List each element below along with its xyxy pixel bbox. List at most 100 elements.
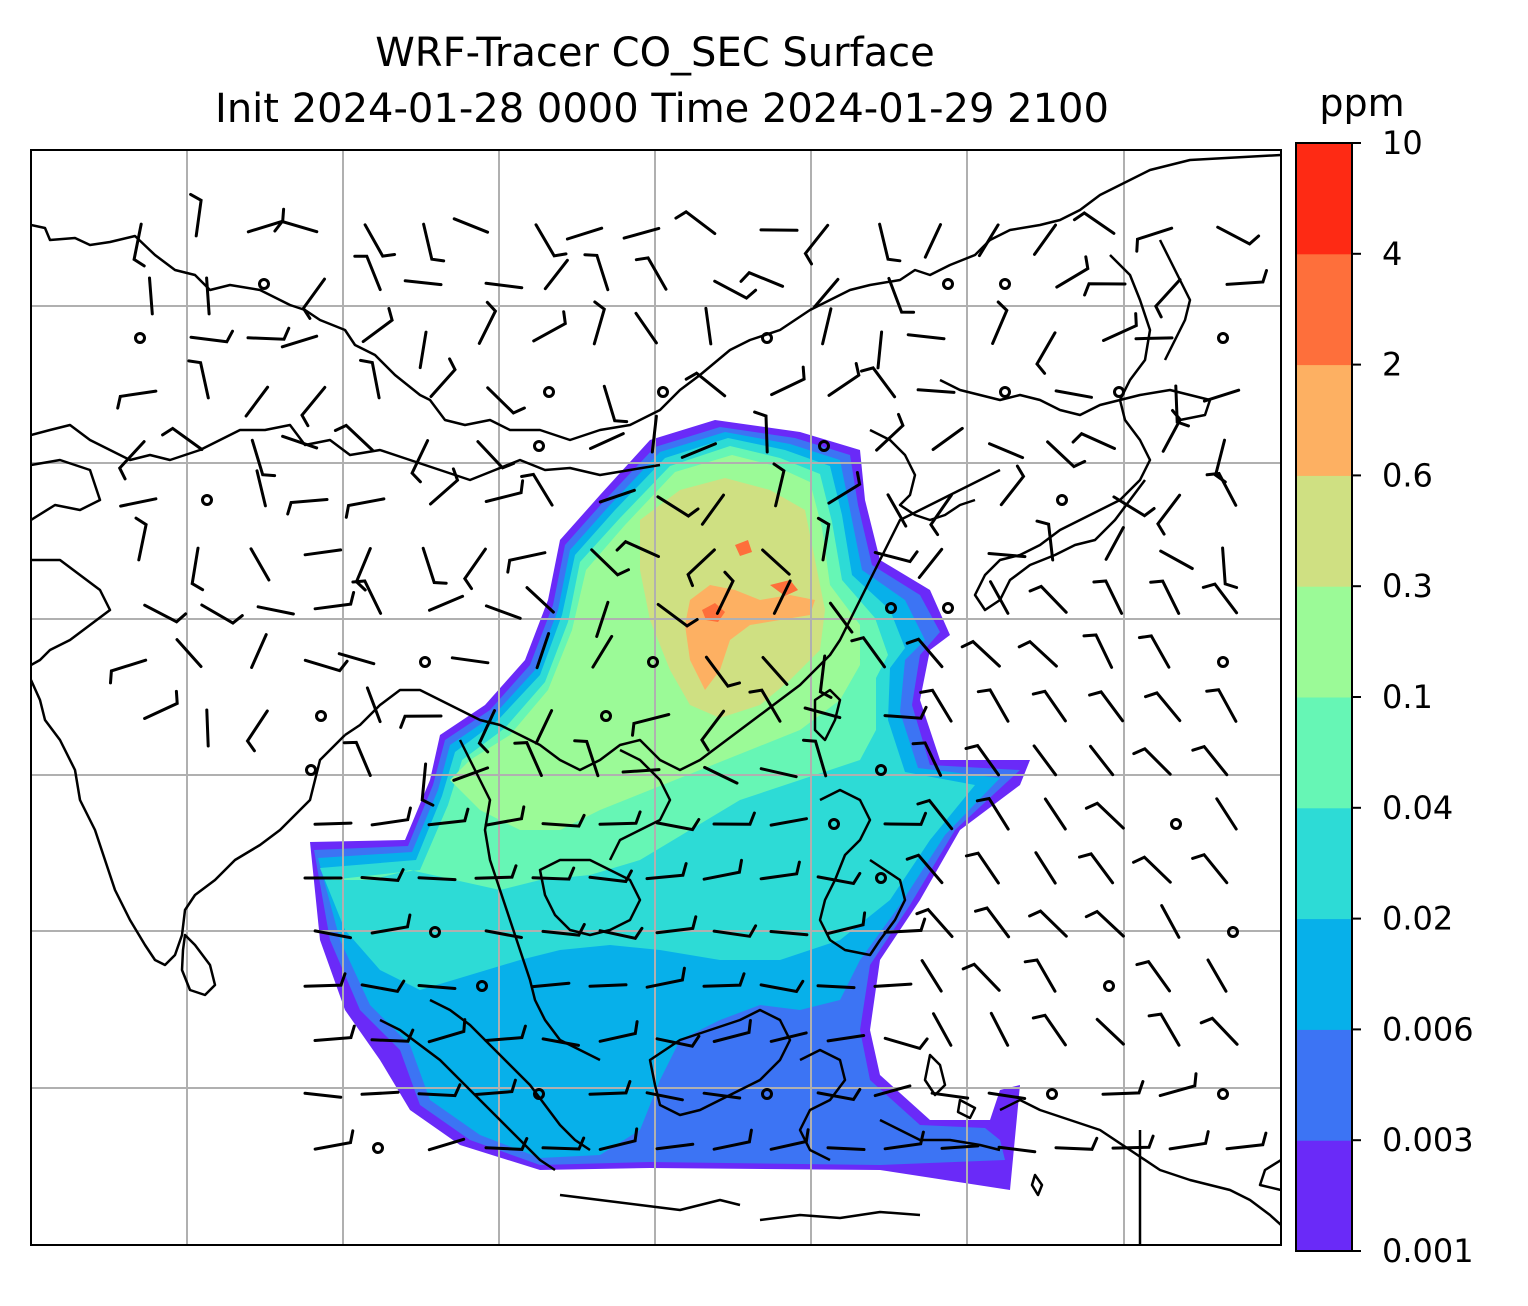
wind-barb xyxy=(769,1031,808,1043)
wind-barb xyxy=(761,656,789,686)
wind-barb xyxy=(477,300,498,345)
wind-barb xyxy=(826,911,867,935)
wind-barb xyxy=(351,579,383,615)
wind-barb xyxy=(532,310,567,343)
wind-barb xyxy=(531,981,571,989)
wind-barb xyxy=(417,984,457,990)
wind-barb xyxy=(826,1146,866,1151)
wind-barb xyxy=(1089,744,1115,777)
wind-barb xyxy=(772,579,792,615)
wind-barb xyxy=(143,603,188,624)
calm-wind-marker xyxy=(1103,980,1115,992)
wind-barb xyxy=(960,639,1001,668)
wind-barb xyxy=(360,979,406,993)
wind-barb xyxy=(703,765,739,785)
wind-barb xyxy=(588,869,633,884)
colorbar-ticks: 0.001 0.003 0.006 0.02 0.04 0.1 0.3 0.6 2 4 10 xyxy=(1352,124,1474,1270)
calm-wind-marker xyxy=(201,494,213,506)
wind-barb xyxy=(531,866,576,881)
calm-wind-marker xyxy=(1227,926,1239,938)
wind-barb xyxy=(245,709,269,753)
wind-barb xyxy=(816,1087,862,1102)
wind-barb xyxy=(1028,584,1068,614)
wind-barb xyxy=(1202,388,1241,403)
wind-barb xyxy=(769,1128,810,1151)
wind-barb xyxy=(273,219,319,234)
wind-barb xyxy=(117,440,146,481)
wind-barb xyxy=(748,688,782,723)
wind-barb xyxy=(802,738,828,778)
calm-wind-marker xyxy=(657,386,669,398)
wind-barb xyxy=(1191,852,1229,885)
wind-barb xyxy=(520,472,554,507)
wind-barb xyxy=(303,658,349,673)
wind-barb xyxy=(598,810,642,826)
wind-barb xyxy=(911,741,943,777)
wind-barb xyxy=(417,1083,462,1098)
wind-barb xyxy=(484,1137,529,1151)
wind-barb xyxy=(365,686,382,724)
wind-barb xyxy=(715,570,735,615)
wind-barb xyxy=(684,371,727,398)
wind-barb xyxy=(645,862,688,881)
calm-wind-marker xyxy=(372,1142,384,1154)
wind-barb xyxy=(1221,546,1239,589)
wind-barb xyxy=(988,442,1025,460)
calm-wind-marker xyxy=(476,980,488,992)
wind-barb xyxy=(595,600,610,638)
wind-barb xyxy=(1043,797,1067,831)
wind-barb xyxy=(1205,471,1238,507)
wind-barb xyxy=(1206,958,1228,993)
wind-barb xyxy=(1111,1134,1155,1150)
wind-barb xyxy=(189,329,234,344)
wind-barb xyxy=(883,1130,925,1151)
wind-barb xyxy=(474,864,518,880)
wind-barb xyxy=(484,929,523,939)
wind-barb xyxy=(313,591,356,611)
calm-wind-marker xyxy=(315,710,327,722)
wind-barb xyxy=(883,811,927,826)
wind-barb xyxy=(592,300,607,346)
wind-barb xyxy=(761,548,791,576)
colorbar-tick-label: 0.006 xyxy=(1382,1010,1474,1048)
wind-barb xyxy=(427,1137,466,1152)
wind-barb xyxy=(187,359,210,400)
wind-barb xyxy=(417,876,457,882)
wind-barb xyxy=(1225,269,1268,286)
wind-barb xyxy=(484,479,525,503)
calm-wind-marker xyxy=(533,1088,545,1100)
wind-barb xyxy=(1035,331,1057,375)
wind-barb xyxy=(929,493,953,537)
wind-barb xyxy=(916,798,954,831)
wind-barb xyxy=(712,811,756,826)
wind-barb xyxy=(712,1019,752,1043)
wind-barb xyxy=(590,548,630,577)
wind-barb xyxy=(1031,689,1067,723)
wind-barb xyxy=(702,1091,742,1100)
wind-barb xyxy=(541,1037,580,1047)
wind-barb xyxy=(452,766,490,782)
map-subtitle: Init 2024-01-28 0000 Time 2024-01-29 210… xyxy=(215,86,1109,132)
calm-wind-marker xyxy=(134,332,146,344)
wind-barb xyxy=(713,279,758,300)
wind-barb xyxy=(976,688,1010,723)
wind-barb xyxy=(769,817,808,827)
wind-barb xyxy=(1033,223,1057,256)
wind-barb xyxy=(1034,851,1057,885)
wind-barb xyxy=(873,1084,912,1098)
wind-barb xyxy=(1083,282,1127,297)
calm-wind-marker xyxy=(1113,386,1125,398)
wind-barb xyxy=(249,547,271,582)
wind-barb xyxy=(1017,639,1058,668)
wind-barb xyxy=(818,654,833,699)
wind-barb xyxy=(1168,1130,1210,1151)
wind-barb xyxy=(190,546,205,592)
wind-barb xyxy=(589,432,625,450)
wind-barb xyxy=(1031,1013,1067,1047)
wind-barb xyxy=(1088,690,1125,723)
wind-barb xyxy=(109,658,148,685)
wind-barb xyxy=(256,605,295,616)
coastlines xyxy=(31,153,1281,1245)
wind-barb xyxy=(602,384,629,424)
wind-barb xyxy=(200,603,244,625)
